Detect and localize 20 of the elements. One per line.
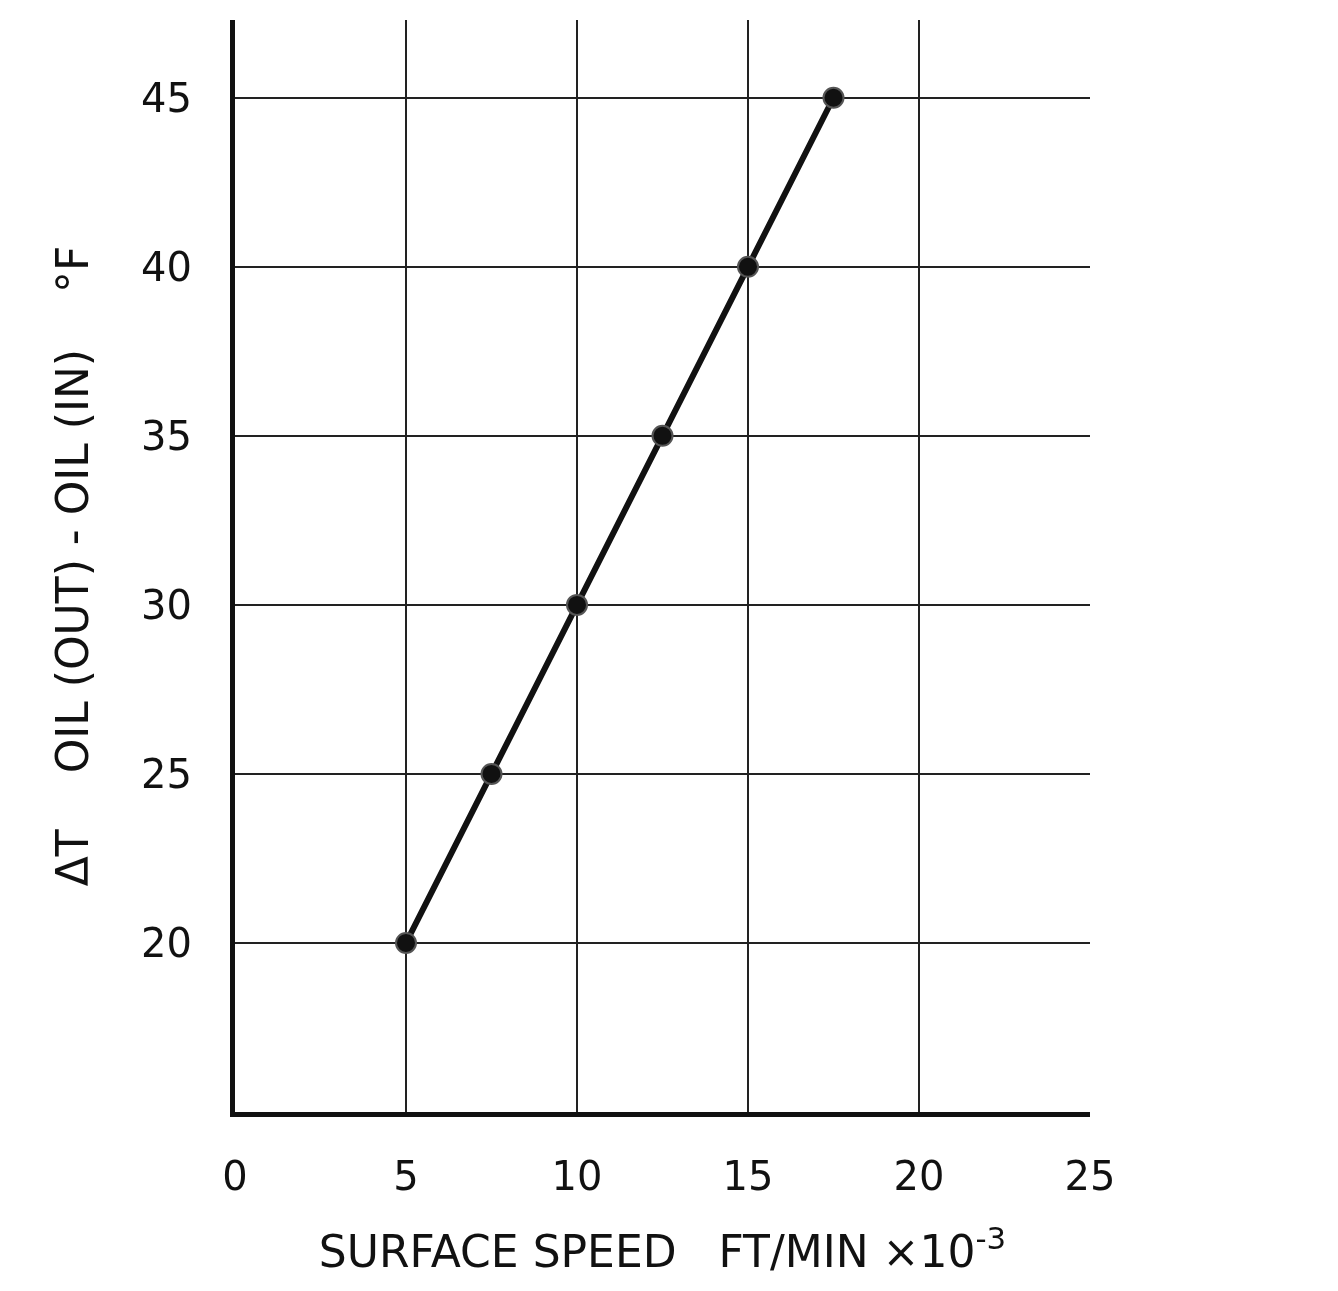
x-tick-label: 5 (393, 1153, 419, 1199)
x-tick-label: 25 (1064, 1153, 1116, 1199)
x-tick-label: 15 (722, 1153, 774, 1199)
y-axis-title: ΔT OIL (OUT) - OIL (IN) °F (47, 245, 99, 887)
point (651, 424, 674, 447)
x-axis-title: SURFACE SPEED FT/MIN ×10$^{-3}$ (318, 1219, 1007, 1278)
point (395, 931, 417, 954)
x-tick-label: 20 (893, 1153, 945, 1199)
y-tick-label: 40 (141, 243, 192, 290)
x-tick-label: 10 (551, 1153, 603, 1199)
point (480, 762, 503, 785)
point (822, 86, 845, 109)
y-tick-label: 45 (141, 74, 192, 121)
y-tick-label: 30 (141, 581, 192, 628)
x-tick-label: 0 (222, 1153, 248, 1199)
y-tick-label: 20 (141, 919, 192, 966)
y-tick-label: 25 (141, 750, 192, 797)
point (566, 593, 588, 616)
y-tick-label: 35 (141, 412, 192, 459)
point (737, 255, 759, 278)
